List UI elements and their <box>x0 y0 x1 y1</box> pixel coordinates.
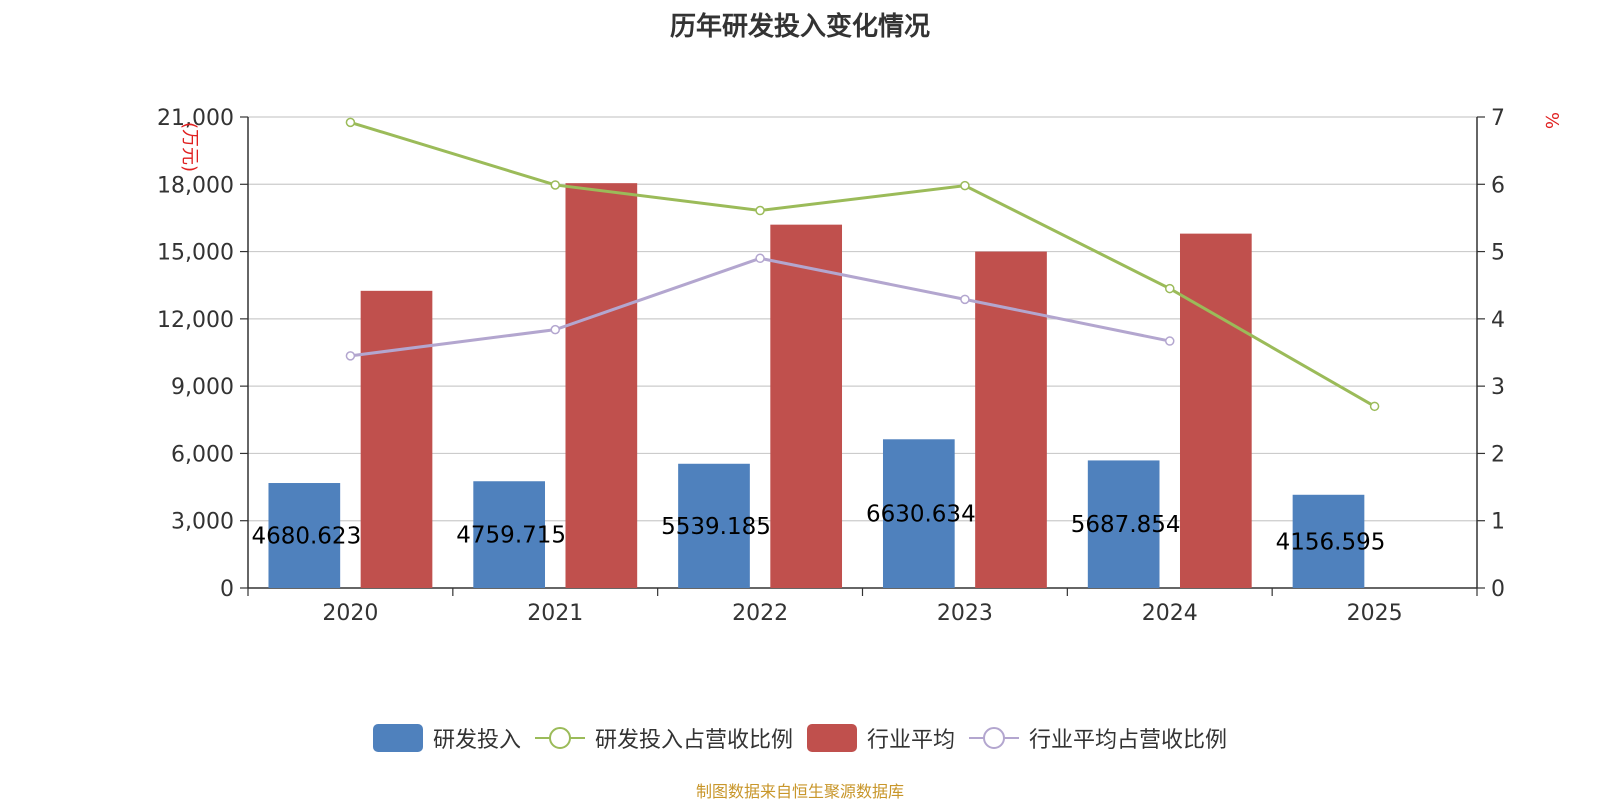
bar-industry <box>770 224 843 588</box>
legend-marker <box>983 727 1006 749</box>
legend-item-rd-ratio[interactable]: 研发投入占营收比例 <box>534 722 793 754</box>
left-tick-label: 3,000 <box>171 510 234 535</box>
x-tick-label: 2021 <box>527 601 583 626</box>
bar-rd <box>268 483 341 588</box>
line-industry-ratio-point <box>755 253 765 264</box>
x-tick-label: 2023 <box>937 601 993 626</box>
left-tick-label: 9,000 <box>171 375 234 400</box>
x-tick-label: 2020 <box>322 601 378 626</box>
bar-rd <box>1087 460 1160 588</box>
legend-marker <box>548 727 571 749</box>
left-tick-label: 6,000 <box>171 442 234 467</box>
left-tick-label: 0 <box>220 577 234 602</box>
line-industry-ratio-point <box>550 324 560 335</box>
bar-rd-label: 4759.715 <box>456 523 566 549</box>
left-axis-unit: (万元) <box>179 122 200 172</box>
bar-rd-label: 4156.595 <box>1276 529 1386 555</box>
right-tick-label: 4 <box>1491 308 1505 333</box>
legend-label-rd-ratio: 研发投入占营收比例 <box>594 728 793 753</box>
bar-rd <box>882 439 955 588</box>
left-tick-label: 18,000 <box>157 173 234 198</box>
legend-swatch-industry-ratio <box>969 727 1020 749</box>
bar-rd <box>1292 494 1365 588</box>
right-tick-label: 1 <box>1491 510 1505 535</box>
right-tick-label: 5 <box>1491 241 1505 266</box>
left-tick-label: 15,000 <box>157 241 234 266</box>
legend-label-rd: 研发投入 <box>432 728 521 753</box>
legend-swatch-rd-ratio <box>534 727 585 749</box>
bar-rd <box>473 481 546 588</box>
right-tick-label: 0 <box>1491 577 1505 602</box>
right-tick-label: 7 <box>1491 106 1505 131</box>
bar-rd <box>678 463 750 588</box>
bar-rd-label: 5687.854 <box>1071 512 1181 538</box>
legend-item-industry[interactable]: 行业平均 <box>807 722 955 754</box>
legend: 研发投入 研发投入占营收比例 行业平均 行业平均占营收比例 <box>0 722 1600 754</box>
x-tick-label: 2022 <box>732 601 788 626</box>
source-note: 制图数据来自恒生聚源数据库 <box>695 782 904 801</box>
right-tick-label: 2 <box>1491 442 1505 467</box>
line-rd-ratio-point <box>1165 283 1175 294</box>
line-rd-ratio-point <box>1369 401 1380 412</box>
line-industry-ratio-point <box>960 294 970 305</box>
legend-label-industry: 行业平均 <box>867 728 956 753</box>
bar-rd-label: 6630.634 <box>866 502 976 528</box>
bar-industry <box>565 183 638 588</box>
bar-industry <box>1179 233 1252 588</box>
line-rd-ratio <box>349 120 1376 408</box>
legend-swatch-industry <box>807 724 857 752</box>
bar-industry <box>360 290 433 588</box>
chart-title: 历年研发投入变化情况 <box>669 12 930 42</box>
bar-rd-label: 4680.623 <box>251 524 361 550</box>
legend-label-industry-ratio: 行业平均占营收比例 <box>1029 728 1228 753</box>
legend-swatch-rd <box>372 724 423 752</box>
legend-item-rd[interactable]: 研发投入 <box>372 722 521 754</box>
right-axis-unit: % <box>1541 112 1562 129</box>
bar-rd-label: 5539.185 <box>661 514 771 540</box>
line-industry-ratio-point <box>345 351 356 361</box>
right-tick-label: 3 <box>1491 375 1505 400</box>
line-rd-ratio-point <box>755 205 765 216</box>
line-rd-ratio-point <box>960 180 970 191</box>
line-industry-ratio-point <box>1165 336 1175 346</box>
x-tick-label: 2025 <box>1347 601 1403 626</box>
x-tick-label: 2024 <box>1142 601 1198 626</box>
legend-item-industry-ratio[interactable]: 行业平均占营收比例 <box>969 722 1227 754</box>
line-rd-ratio-point <box>345 117 356 128</box>
bar-industry <box>975 251 1047 589</box>
right-tick-label: 6 <box>1491 173 1505 198</box>
left-tick-label: 21,000 <box>157 106 234 131</box>
line-rd-ratio-point <box>550 180 560 190</box>
left-tick-label: 12,000 <box>157 308 234 333</box>
